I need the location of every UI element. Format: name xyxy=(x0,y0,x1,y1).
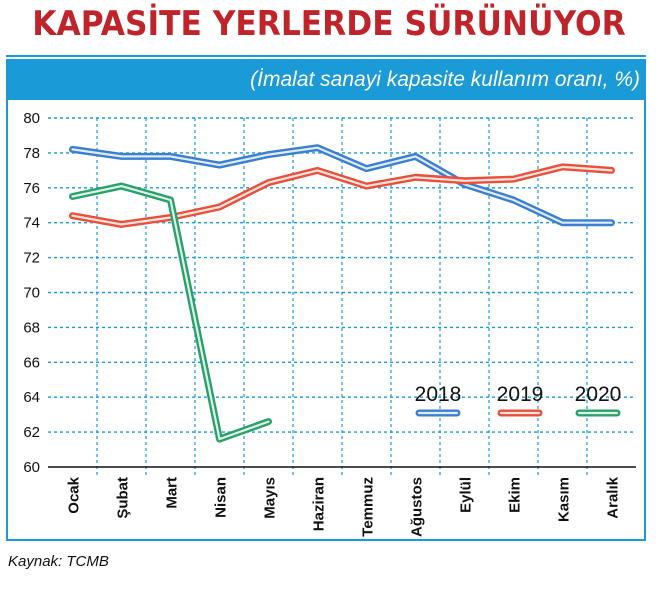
legend-label-2019: 2019 xyxy=(497,383,544,406)
series-line-2019 xyxy=(69,163,615,228)
series-line-2020 xyxy=(69,182,272,443)
y-tick-label: 74 xyxy=(23,215,40,232)
y-tick-label: 64 xyxy=(23,389,40,406)
chart-title: KAPASİTE YERLERDE SÜRÜNÜYOR xyxy=(32,4,626,44)
source-note: Kaynak: TCMB xyxy=(8,553,109,570)
x-tick-label: Temmuz xyxy=(360,477,377,537)
legend-label-2018: 2018 xyxy=(415,383,462,406)
y-tick-label: 78 xyxy=(23,145,40,162)
series-line-2018 xyxy=(69,144,615,227)
subtitle-bar xyxy=(6,59,646,100)
y-tick-label: 80 xyxy=(23,110,40,127)
x-tick-label: Ağustos xyxy=(409,477,426,537)
chart-subtitle: (İmalat sanayi kapasite kullanım oranı, … xyxy=(250,68,640,91)
y-tick-label: 70 xyxy=(23,285,40,302)
x-tick-label: Mayıs xyxy=(262,477,279,519)
x-tick-label: Şubat xyxy=(115,477,132,519)
y-tick-label: 66 xyxy=(23,354,40,371)
y-tick-label: 68 xyxy=(23,319,40,336)
y-tick-label: 60 xyxy=(23,459,40,476)
x-tick-label: Kasım xyxy=(556,477,573,522)
chart-frame xyxy=(6,59,646,541)
x-tick-label: Mart xyxy=(164,477,181,509)
legend-label-2020: 2020 xyxy=(575,383,622,406)
x-tick-label: Haziran xyxy=(311,477,328,531)
x-tick-label: Eylül xyxy=(458,477,475,513)
y-tick-label: 76 xyxy=(23,180,40,197)
y-tick-label: 72 xyxy=(23,250,40,267)
x-tick-label: Ekim xyxy=(507,477,524,513)
x-tick-label: Aralık xyxy=(605,476,622,518)
y-tick-label: 62 xyxy=(23,424,40,441)
x-tick-label: Nisan xyxy=(213,477,230,518)
title-rule xyxy=(6,55,646,57)
x-tick-label: Ocak xyxy=(66,476,83,513)
